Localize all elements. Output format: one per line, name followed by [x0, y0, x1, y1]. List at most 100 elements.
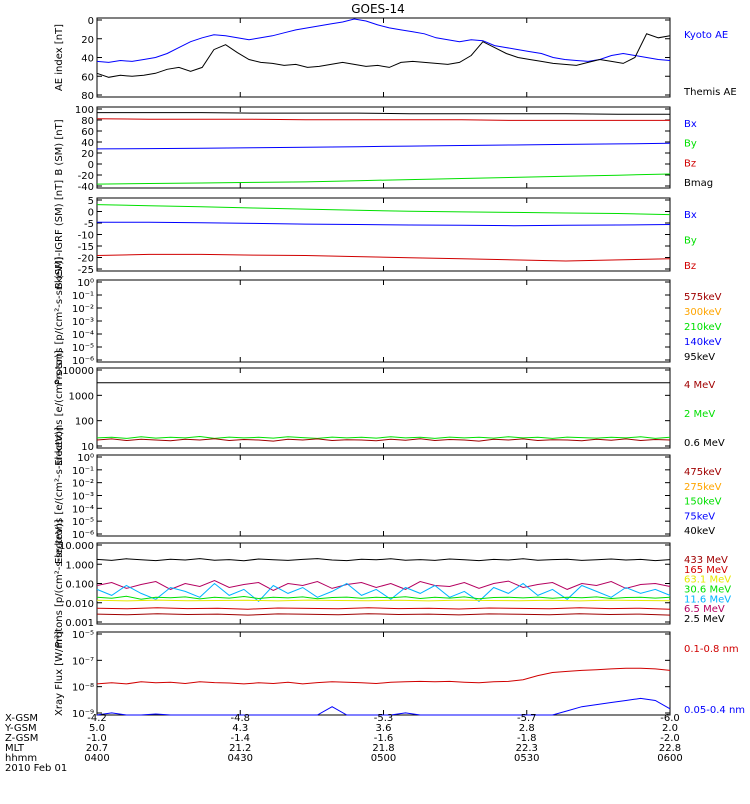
y-tick-label: 20	[81, 35, 94, 46]
y-tick-label: -5	[84, 219, 94, 230]
y-tick-label: 10⁻⁵	[72, 343, 94, 354]
legend-item: 0.1-0.8 nm	[684, 644, 739, 655]
legend-item: Themis AE	[683, 87, 737, 98]
legend-item: 2 MeV	[684, 409, 715, 420]
series-0-05-0-4-nm	[96, 697, 671, 716]
y-tick-label: 10⁻²	[72, 304, 94, 315]
panel-frame	[96, 367, 671, 449]
panel-frame	[96, 631, 671, 716]
series-by	[96, 204, 671, 216]
y-tick-label: 10⁻⁶	[72, 530, 94, 541]
footer-value: 0600	[657, 753, 682, 764]
footer-row-label: hhmm	[5, 753, 37, 764]
series-bx	[97, 221, 671, 227]
legend-item: Kyoto AE	[684, 30, 728, 41]
footer-value: -6.0	[660, 713, 680, 724]
plot-date: 2010 Feb 01	[5, 763, 67, 774]
legend-item: 140keV	[684, 337, 722, 348]
legend-item: 150keV	[684, 497, 722, 508]
y-tick-label: 10⁻¹	[72, 291, 94, 302]
footer-row-label: Y-GSM	[4, 723, 37, 734]
y-tick-label: 20	[81, 149, 94, 160]
y-tick-label: 100	[75, 417, 94, 428]
panel-frame	[96, 454, 671, 537]
y-tick-label: 10⁻³	[72, 317, 94, 328]
legend-item: Bmag	[684, 178, 713, 189]
y-tick-label: 0	[88, 160, 94, 171]
series-bmag	[97, 112, 670, 115]
panel-1: 0 20 40 60 80 AE index [nT] Kyoto AE Themis AE	[54, 16, 737, 102]
y-tick-label: 0.100	[65, 580, 94, 591]
legend-item: 575keV	[684, 292, 722, 303]
y-tick-label: 10⁻⁸	[72, 683, 94, 694]
legend-item: By	[684, 139, 697, 150]
legend-item: 165 MeV	[684, 565, 728, 576]
y-tick-label: 10⁻⁴	[72, 330, 94, 341]
legend-item: 0.05-0.4 nm	[684, 705, 745, 716]
series-11-6-mev	[96, 582, 671, 602]
y-tick-label: 10⁻⁵	[72, 630, 94, 641]
y-tick-label: 0.010	[65, 599, 94, 610]
legend-item: Bx	[684, 119, 697, 130]
series-bz	[96, 253, 671, 262]
series-30-6-mev	[96, 595, 671, 600]
footer-value: 3.6	[376, 723, 392, 734]
legend-item: 475keV	[684, 467, 722, 478]
legend-item: 300keV	[684, 307, 722, 318]
legend-item: 11.6 MeV	[684, 594, 731, 605]
footer-value: 22.8	[659, 743, 681, 754]
y-axis-label: B (SM)-IGRF (SM) [nT]	[54, 180, 65, 289]
plot-title: GOES-14	[351, 2, 405, 16]
series-by	[96, 173, 671, 185]
legend-item: 30.6 MeV	[684, 585, 731, 596]
y-tick-label: -20	[78, 171, 94, 182]
footer-value: 0430	[228, 753, 253, 764]
panel-3: 50-5-10-15-20-25 B (SM)-IGRF (SM) [nT] Bx B…	[54, 180, 697, 289]
footer-value: 22.3	[516, 743, 538, 754]
y-tick-label: 10⁻⁴	[72, 504, 94, 515]
y-tick-label: 1000	[69, 391, 94, 402]
footer-value: 0500	[371, 753, 396, 764]
footer-value: 4.3	[232, 723, 248, 734]
y-tick-label: 10⁻³	[72, 492, 94, 503]
y-tick-label: 40	[81, 138, 94, 149]
y-tick-label: 10⁻²	[72, 479, 94, 490]
legend-item: 4 MeV	[684, 380, 715, 391]
footer-value: 21.8	[372, 743, 394, 754]
y-axis-label: Protons [p/(cm²-s-sr-keV)]	[54, 257, 65, 385]
y-tick-label: 10	[81, 442, 94, 453]
y-axis-label: AE index [nT]	[54, 24, 65, 91]
y-tick-label: 10000	[62, 366, 94, 377]
footer-row-label: MLT	[5, 743, 25, 754]
y-axis-label: B (SM) [nT]	[54, 119, 65, 175]
legend-item: 210keV	[684, 322, 722, 333]
y-tick-label: 40	[81, 54, 94, 65]
y-tick-label: -40	[78, 182, 94, 193]
y-tick-label: 60	[81, 127, 94, 138]
y-tick-label: 60	[81, 72, 94, 83]
y-tick-label: 10⁻¹	[72, 466, 94, 477]
footer-value: 2.8	[519, 723, 535, 734]
y-tick-label: 0	[88, 208, 94, 219]
panel-5: 10000 1000 100 10 Electrons [e/(cm²-s-sr)] 4 …	[54, 350, 725, 466]
footer-value: -4.8	[230, 713, 250, 724]
legend-item: 6.5 MeV	[684, 604, 725, 615]
legend-item: 0.6 MeV	[684, 438, 725, 449]
series-2-5-mev	[96, 558, 671, 562]
panel-frame	[96, 17, 671, 98]
y-axis-label: Xray Flux [W/m²]	[54, 631, 65, 716]
y-tick-label: -25	[78, 265, 94, 276]
series-2-mev	[96, 435, 671, 439]
footer-value: -1.6	[374, 733, 394, 744]
series-4-mev	[96, 438, 671, 442]
footer-row-label: Z-GSM	[5, 733, 38, 744]
series-6-5-mev	[96, 579, 671, 591]
series-0-1-0-8-nm	[96, 667, 671, 685]
y-tick-label: 100	[75, 105, 94, 116]
y-tick-label: -10	[78, 231, 94, 242]
